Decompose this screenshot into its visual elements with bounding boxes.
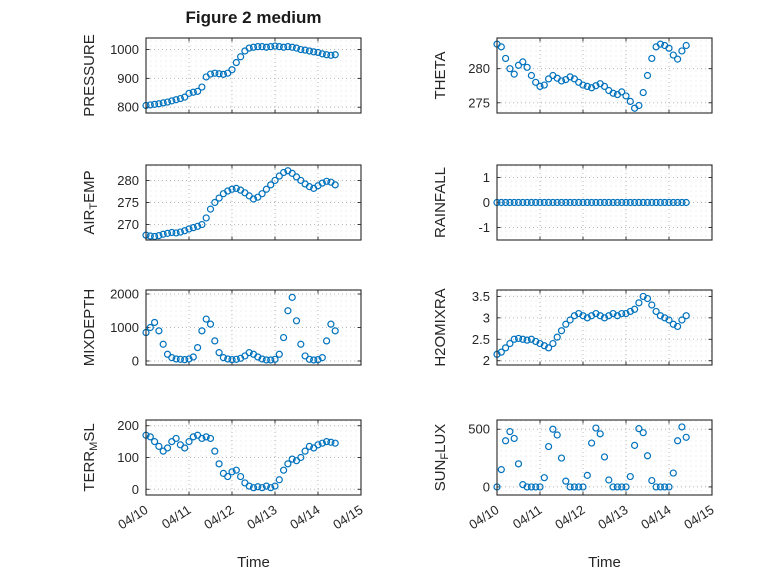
y-tick-label: 280 (117, 173, 139, 188)
axes-frame (496, 289, 713, 366)
y-tick-label: 280 (468, 61, 490, 76)
axes-frame (496, 164, 713, 241)
y-tick-label: 800 (117, 100, 139, 115)
terr-msl-series (142, 431, 339, 492)
rainfall-ylabel: RAINFALL (432, 167, 449, 238)
y-tick-label: 100 (117, 450, 139, 465)
air-temp-series (142, 167, 339, 241)
subplot-mixdepth: 0 1000 2000 MIXDEPTH (81, 287, 362, 368)
mixdepth-ylabel: MIXDEPTH (81, 289, 98, 367)
x-tick-label: 04/13 (244, 502, 279, 532)
theta-series (493, 40, 690, 112)
axes-frame (145, 164, 362, 241)
y-tick-label: 1000 (110, 320, 139, 335)
y-tick-label: 3 (483, 310, 490, 325)
y-tick-label: 0 (132, 353, 139, 368)
plot-area (146, 290, 361, 365)
xlabel-time: Time (237, 554, 270, 571)
plot-area (497, 290, 712, 365)
x-tick-label: 04/14 (287, 502, 322, 532)
subplot-air-temp: 270 275 280 AIRTEMP (81, 164, 362, 241)
x-tick-label: 04/13 (595, 502, 630, 532)
subplot-h2omixra: 2 2.5 3 3.5 H2OMIXRA (432, 288, 713, 368)
x-tick-label: 04/11 (510, 502, 545, 532)
h2omixra-series (493, 292, 690, 358)
y-tick-label: 2000 (110, 287, 139, 302)
y-tick-label: -1 (478, 220, 490, 235)
axes-frame (145, 419, 362, 496)
figure-title: Figure 2 medium (185, 8, 322, 27)
subplot-terr-msl: 04/10 04/11 04/12 04/13 04/14 04/15 0 100 200 TER… (81, 418, 366, 571)
pressure-series (142, 42, 339, 110)
x-tick-label: 04/10 (115, 502, 150, 532)
x-tick-label: 04/11 (159, 502, 194, 532)
axes-frame (145, 37, 362, 114)
y-tick-label: 1000 (110, 42, 139, 57)
x-tick-label: 04/14 (638, 502, 673, 532)
y-tick-label: 275 (468, 95, 490, 110)
y-tick-label: 200 (117, 418, 139, 433)
sun-flux-ylabel: SUNFLUX (432, 424, 451, 492)
air-temp-ylabel: AIRTEMP (81, 170, 100, 234)
subplot-pressure: 800 900 1000 PRESSURE (81, 34, 362, 117)
y-tick-label: 270 (117, 217, 139, 232)
xlabel-time: Time (588, 554, 621, 571)
h2omixra-ylabel: H2OMIXRA (432, 288, 449, 366)
y-tick-label: 275 (117, 195, 139, 210)
y-tick-label: 0 (483, 195, 490, 210)
y-tick-label: 2.5 (472, 332, 490, 347)
subplot-theta: 275 280 THETA (432, 37, 713, 114)
axes-frame (496, 419, 713, 496)
y-tick-label: 3.5 (472, 289, 490, 304)
plot-area (497, 38, 712, 113)
pressure-ylabel: PRESSURE (81, 34, 98, 117)
x-tick-label: 04/12 (201, 502, 236, 532)
axes-frame (145, 289, 362, 366)
plot-area (146, 420, 361, 495)
axes-frame (496, 37, 713, 114)
y-tick-label: 500 (468, 422, 490, 437)
x-tick-label: 04/15 (330, 502, 365, 532)
y-tick-label: 0 (132, 482, 139, 497)
terr-msl-ylabel: TERRMSL (81, 423, 100, 491)
y-tick-label: 1 (483, 170, 490, 185)
plot-area (497, 420, 712, 495)
x-tick-label: 04/15 (681, 502, 716, 532)
x-tick-label: 04/12 (552, 502, 587, 532)
subplot-rainfall: -1 0 1 RAINFALL (432, 164, 713, 241)
y-tick-label: 2 (483, 353, 490, 368)
mixdepth-series (142, 293, 339, 364)
x-tick-label: 04/10 (466, 502, 501, 532)
rainfall-series (493, 198, 690, 207)
subplot-sun-flux: 04/10 04/11 04/12 04/13 04/14 04/15 0 500 SUNFLU… (432, 419, 717, 571)
y-tick-label: 900 (117, 71, 139, 86)
theta-ylabel: THETA (432, 51, 449, 99)
y-tick-label: 0 (483, 479, 490, 494)
